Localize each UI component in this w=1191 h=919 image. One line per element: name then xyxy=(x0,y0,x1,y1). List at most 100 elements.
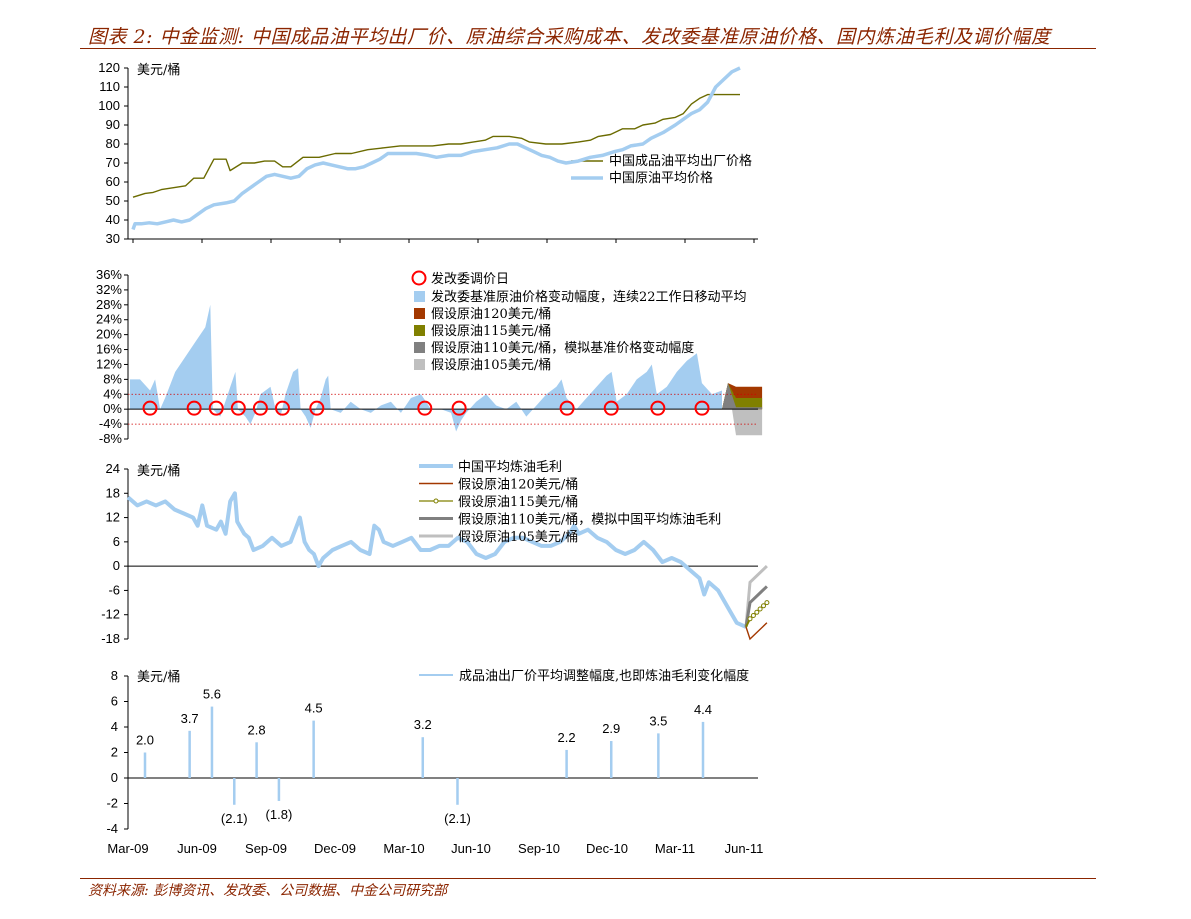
adjust-day-circle xyxy=(186,400,202,416)
p4-y-tick-label: 8 xyxy=(111,668,118,683)
adjustment-bar xyxy=(609,741,613,778)
p3-y-tick-label: 0 xyxy=(113,558,120,573)
x-tick-label: Mar-09 xyxy=(107,841,148,856)
p2-legend-swatch xyxy=(414,325,425,336)
figure-title: 图表 2: 中金监测: 中国成品油平均出厂价、原油综合采购成本、发改委基准原油价… xyxy=(88,26,1051,48)
bar-data-label: 2.8 xyxy=(248,722,266,737)
p1-y-tick-label: 110 xyxy=(99,79,120,94)
p3-y-tick-label: 12 xyxy=(106,510,120,525)
p2-legend-swatch xyxy=(414,308,425,319)
bar-data-label: (2.1) xyxy=(221,811,248,826)
p1-y-tick-label: 70 xyxy=(106,155,120,170)
adjustment-bar xyxy=(143,752,147,778)
margin-projection-marker xyxy=(750,613,756,618)
adjust-day-circle xyxy=(252,400,268,416)
bar-data-label: 5.6 xyxy=(203,687,221,702)
p2-y-tick-label: 20% xyxy=(96,327,122,342)
adjustment-bar xyxy=(421,737,425,778)
bar-data-label: (2.1) xyxy=(444,811,471,826)
adjust-day-circle xyxy=(274,400,290,416)
p1-unit-label: 美元/桶 xyxy=(137,63,180,78)
bar-data-label: 4.4 xyxy=(694,702,712,717)
adjust-day-circle xyxy=(230,400,246,416)
p2-y-tick-label: 12% xyxy=(96,356,122,371)
adjust-day-circle xyxy=(208,400,224,416)
p3-y-tick-label: -12 xyxy=(101,607,120,622)
bar-data-label: 2.0 xyxy=(136,733,154,748)
bar-data-label: (1.8) xyxy=(266,807,293,822)
p1-y-tick-label: 30 xyxy=(106,231,120,246)
bar-data-label: 4.5 xyxy=(305,701,323,716)
bar-data-label: 2.2 xyxy=(558,730,576,745)
p2-y-tick-label: 36% xyxy=(96,267,122,282)
x-tick-label: Dec-09 xyxy=(314,841,356,856)
p2-y-tick-label: 8% xyxy=(103,371,122,386)
source-rule xyxy=(80,878,1096,879)
p2-legend-swatch xyxy=(414,342,425,353)
p2-legend-label: 假设原油120美元/桶 xyxy=(431,307,551,322)
source-note: 资料来源: 彭博资讯、发改委、公司数据、中金公司研究部 xyxy=(88,883,448,899)
p3-legend-label: 假设原油110美元/桶，模拟中国平均炼油毛利 xyxy=(458,513,721,528)
p2-legend-swatch xyxy=(414,359,425,370)
adjustment-bar xyxy=(255,742,258,778)
p3-legend-marker xyxy=(433,498,439,504)
p4-y-tick-label: -2 xyxy=(106,796,118,811)
adjust-day-circle xyxy=(650,400,666,416)
p4-y-tick-label: 6 xyxy=(111,694,118,709)
p2-legend-label: 假设原油115美元/桶 xyxy=(431,324,551,339)
adjustment-bar xyxy=(233,778,236,805)
p1-y-tick-label: 40 xyxy=(106,212,120,227)
p2-legend-circle xyxy=(411,270,427,286)
refining-margin-line xyxy=(126,491,747,629)
bar-data-label: 3.5 xyxy=(649,713,667,728)
bar-data-label: 2.9 xyxy=(602,721,620,736)
p4-y-tick-label: -4 xyxy=(106,821,118,836)
adjustment-bar xyxy=(657,733,660,778)
p4-unit-label: 美元/桶 xyxy=(137,670,180,685)
x-tick-label: Jun-11 xyxy=(725,841,764,856)
p3-legend-label: 中国平均炼油毛利 xyxy=(458,460,562,475)
p3-y-tick-label: 18 xyxy=(106,485,120,500)
adjust-day-circle xyxy=(603,400,619,416)
margin-projection-marker xyxy=(764,600,770,606)
adjustment-bar xyxy=(565,749,568,778)
crude-price-line xyxy=(131,66,741,231)
adjust-day-circle xyxy=(559,400,575,416)
x-tick-label: Sep-10 xyxy=(518,841,560,856)
margin-projection-s120 xyxy=(745,622,768,641)
p2-legend-label: 假设原油105美元/桶 xyxy=(431,358,551,373)
p2-legend-swatch xyxy=(414,291,425,302)
p2-y-tick-label: 4% xyxy=(103,386,122,401)
p3-y-tick-label: 6 xyxy=(113,534,120,549)
p1-legend-label: 中国成品油平均出厂价格 xyxy=(609,153,752,169)
p3-y-tick-label: -18 xyxy=(101,631,120,646)
p4-y-tick-label: 4 xyxy=(111,719,118,734)
adjustment-bar xyxy=(188,730,191,778)
margin-projection-s110 xyxy=(744,585,768,628)
adjustment-bar xyxy=(312,720,315,778)
x-tick-label: Mar-11 xyxy=(655,841,695,856)
p2-legend-label: 假设原油110美元/桶，模拟基准价格变动幅度 xyxy=(431,340,694,356)
p1-y-tick-label: 60 xyxy=(106,174,120,189)
x-tick-label: Jun-09 xyxy=(177,841,217,856)
adjustment-bar xyxy=(277,778,281,801)
p2-legend-label: 发改委基准原油价格变动幅度，连续22工作日移动平均 xyxy=(431,289,747,305)
title-rule xyxy=(80,48,1096,49)
margin-projection-marker xyxy=(757,606,763,612)
p4-y-tick-label: 2 xyxy=(111,745,118,760)
p1-legend-label: 中国原油平均价格 xyxy=(609,170,713,186)
adjust-day-circle xyxy=(451,400,467,416)
projection-s110 xyxy=(722,383,763,410)
p2-y-tick-label: 0% xyxy=(103,401,122,416)
p4-y-tick-label: 0 xyxy=(111,770,118,785)
p1-y-tick-label: 50 xyxy=(106,193,120,208)
p3-legend-label: 假设原油115美元/桶 xyxy=(458,495,578,510)
p3-y-tick-label: -6 xyxy=(108,582,120,597)
p1-y-tick-label: 80 xyxy=(106,136,120,151)
adjustment-bar xyxy=(456,778,459,805)
p3-legend-label: 假设原油120美元/桶 xyxy=(458,478,578,493)
p3-unit-label: 美元/桶 xyxy=(137,464,180,479)
p1-y-tick-label: 90 xyxy=(106,117,120,132)
moving-avg-area xyxy=(130,304,722,432)
